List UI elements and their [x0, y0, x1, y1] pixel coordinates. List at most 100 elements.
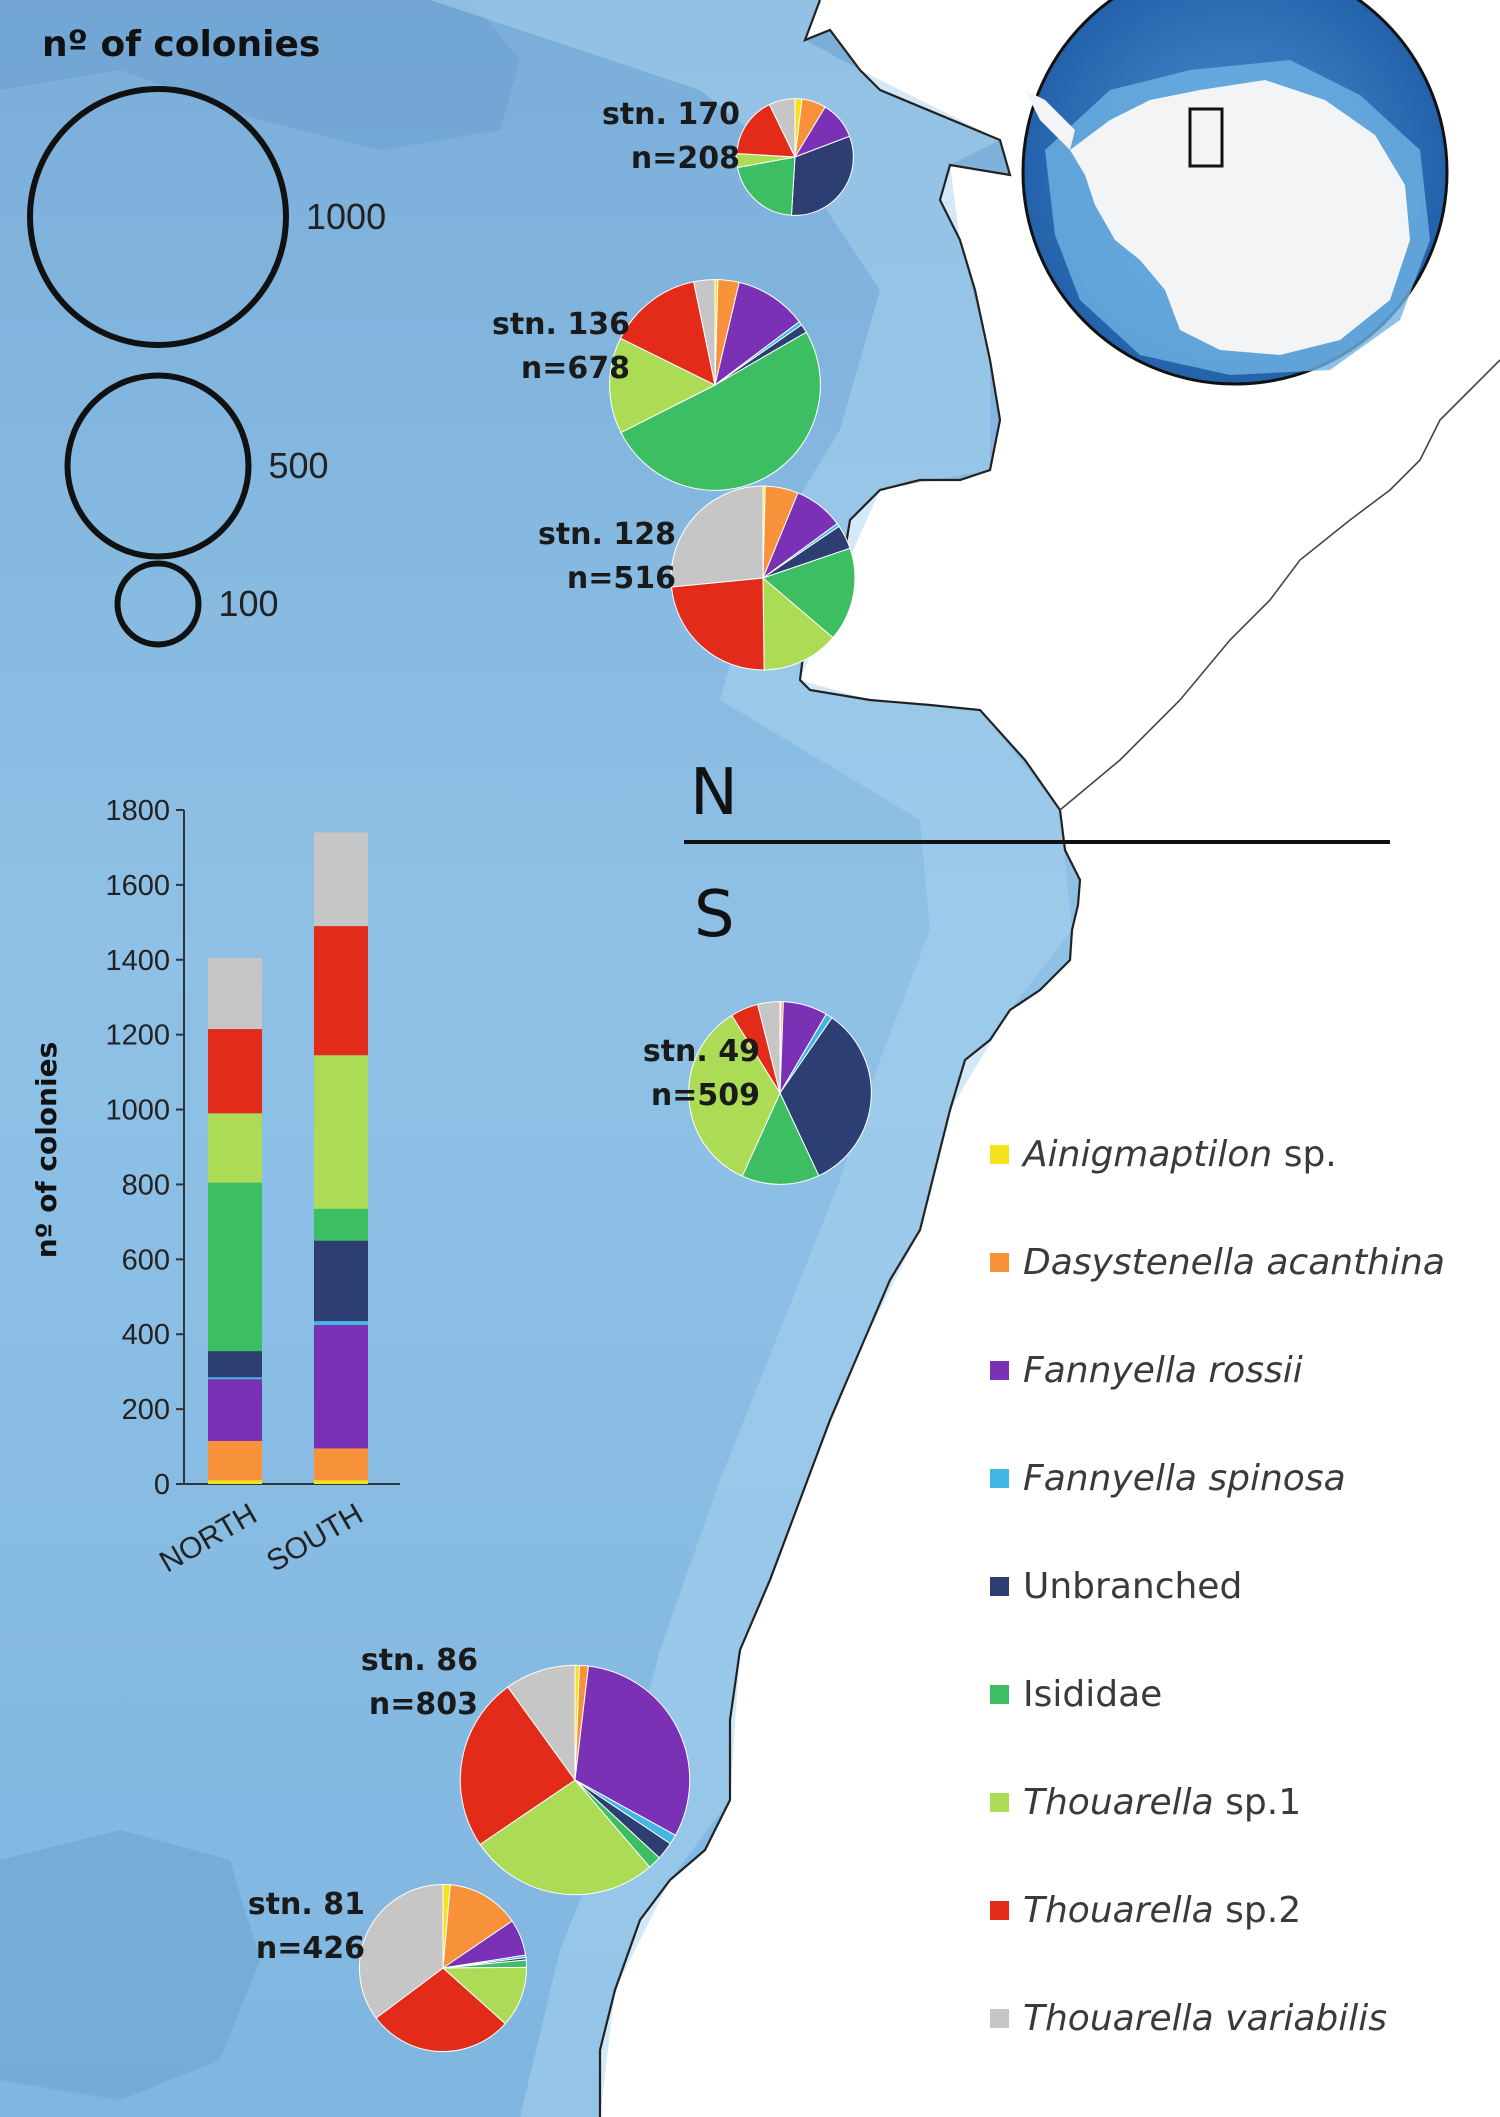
legend-label: Thouarella sp.1 — [1023, 1781, 1302, 1823]
pie-station-label: stn. 170 — [602, 97, 740, 132]
bar-segment-south-unbranched — [314, 1240, 368, 1322]
legend-label: Fannyella rossii — [1023, 1349, 1303, 1391]
legend-item-thou1: Thouarella sp.1 — [990, 1748, 1490, 1856]
pie-station-label: stn. 86 — [361, 1643, 478, 1678]
inset-globe — [1021, 0, 1449, 386]
pie-station-128: stn. 128 n=516 — [538, 485, 856, 671]
bar-segment-south-thou2 — [314, 926, 368, 1056]
globe-continent — [1070, 80, 1410, 355]
bar-segment-north-isididae — [208, 1182, 262, 1352]
bar-y-tick-label: 1400 — [105, 945, 170, 977]
pie-slice-isididae — [620, 331, 821, 491]
pie-n-label: n=516 — [567, 561, 676, 596]
globe-peninsula — [1025, 90, 1075, 150]
pie-station-170: stn. 170 n=208 — [602, 97, 854, 216]
pie-n-label: n=208 — [631, 141, 740, 176]
legend-label: Dasystenella acanthina — [1023, 1241, 1445, 1283]
pie-slice-thou1 — [688, 1014, 781, 1177]
pie-slice-thouvar — [358, 1883, 444, 2019]
legend-label: Fannyella spinosa — [1023, 1457, 1346, 1499]
size-legend-title: nº of colonies — [42, 24, 320, 65]
species-legend: Ainigmaptilon sp. Dasystenella acanthina F… — [990, 1100, 1490, 2072]
pie-slice-f_rossii — [574, 1665, 691, 1836]
pie-slice-thou1 — [609, 337, 717, 434]
legend-item-f_spinosa: Fannyella spinosa — [990, 1424, 1490, 1532]
legend-label: Thouarella sp.2 — [1023, 1889, 1302, 1931]
pie-slice-thou1 — [762, 576, 834, 671]
pie-slice-f_rossii — [714, 281, 800, 387]
pie-slice-thou1 — [479, 1779, 651, 1896]
bar-y-axis-label: nº of colonies — [30, 1042, 63, 1259]
bar-segment-south-f_spinosa — [314, 1321, 368, 1325]
pie-slice-thou2 — [459, 1686, 576, 1846]
pie-slice-thouvar — [757, 1001, 781, 1094]
pie-slice-thou2 — [670, 577, 765, 671]
pie-station-86: stn. 86 n=803 — [361, 1643, 691, 1896]
pie-station-136: stn. 136 n=678 — [492, 279, 821, 491]
pie-slice-thouvar — [693, 279, 716, 386]
bar-y-tick-label: 400 — [122, 1319, 170, 1351]
legend-label: Thouarella variabilis — [1023, 1997, 1388, 2039]
bar-y-tick-label: 600 — [122, 1244, 170, 1276]
pie-slice-isididae — [736, 156, 796, 216]
size-legend-circle-500 — [64, 372, 252, 560]
north-label: N — [690, 756, 738, 830]
bar-segment-south-dasystenella — [314, 1448, 368, 1481]
pie-slice-isididae — [762, 547, 856, 639]
pie-slice-unbranched — [790, 135, 854, 216]
bar-segment-south-thouvar — [314, 832, 368, 927]
inset-locator-box — [1188, 107, 1224, 168]
legend-item-isididae: Isididae — [990, 1640, 1490, 1748]
pie-n-label: n=678 — [521, 351, 630, 386]
bar-y-tick-label: 1800 — [105, 795, 170, 827]
legend-item-unbranched: Unbranched — [990, 1532, 1490, 1640]
legend-label: Ainigmaptilon sp. — [1023, 1133, 1337, 1175]
pie-station-label: stn. 81 — [248, 1887, 365, 1922]
pie-n-label: n=426 — [256, 1931, 365, 1966]
pie-slice-thou1 — [441, 1966, 528, 2025]
pie-station-label: stn. 128 — [538, 517, 676, 552]
pie-slice-dasystenella — [442, 1884, 513, 1970]
size-legend-circle-100 — [114, 560, 202, 648]
legend-swatch — [990, 1792, 1009, 1812]
deep-basin-south — [0, 1830, 260, 2100]
pie-slice-thou2 — [619, 281, 716, 386]
legend-item-dasystenella: Dasystenella acanthina — [990, 1208, 1490, 1316]
legend-label: Isididae — [1023, 1673, 1163, 1715]
pie-slice-isididae — [741, 1091, 820, 1185]
pie-station-label: stn. 136 — [492, 307, 630, 342]
bar-segment-north-thou1 — [208, 1113, 262, 1183]
bar-segment-north-ainigmaptilon — [208, 1480, 262, 1484]
legend-swatch — [990, 1144, 1009, 1164]
size-legend-label-500: 500 — [269, 445, 329, 486]
bar-y-tick-label: 0 — [154, 1469, 170, 1501]
ice-shelf-edge — [1059, 359, 1500, 811]
legend-item-ainigmaptilon: Ainigmaptilon sp. — [990, 1100, 1490, 1208]
bar-y-tick-label: 200 — [122, 1394, 170, 1426]
size-legend: nº of colonies 1000 500 100 — [27, 24, 386, 648]
pie-slice-thouvar — [768, 98, 796, 158]
bar-y-tick-label: 1000 — [105, 1095, 170, 1127]
north-south-divider: N S — [684, 756, 1390, 952]
bar-segment-north-thou2 — [208, 1029, 262, 1114]
deep-basin — [0, 0, 520, 150]
bar-segment-south-thou1 — [314, 1055, 368, 1209]
south-label: S — [694, 878, 735, 952]
bar-segment-south-ainigmaptilon — [314, 1480, 368, 1484]
bar-segment-south-isididae — [314, 1208, 368, 1241]
bar-y-tick-label: 1600 — [105, 870, 170, 902]
legend-swatch — [990, 1360, 1009, 1380]
coastline — [598, 0, 1082, 2117]
legend-item-thouvar: Thouarella variabilis — [990, 1964, 1490, 2072]
legend-swatch — [990, 1900, 1009, 1920]
pie-n-label: n=509 — [651, 1078, 760, 1113]
bar-y-tick-label: 800 — [122, 1169, 170, 1201]
legend-swatch — [990, 1252, 1009, 1272]
pie-slice-unbranched — [779, 1017, 872, 1177]
pie-slice-thou2 — [736, 103, 796, 158]
size-legend-label-1000: 1000 — [306, 196, 386, 237]
bar-segment-north-thouvar — [208, 957, 262, 1030]
stacked-bar-chart: nº of colonies 0 200 400 600 800 1000 1200 1400… — [30, 795, 400, 1579]
